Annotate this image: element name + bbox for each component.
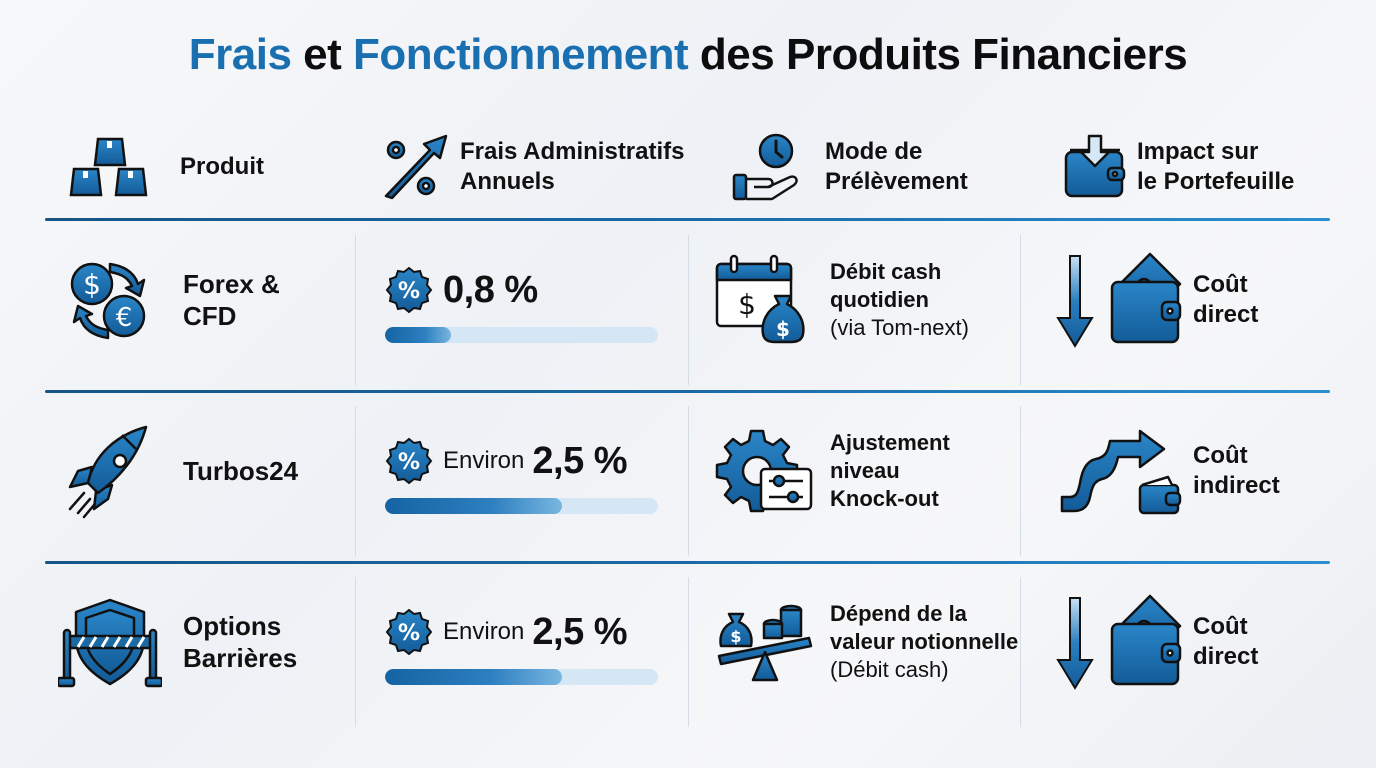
column-separator xyxy=(688,406,689,556)
impact-cell: Coût indirect xyxy=(1055,396,1280,546)
header-label: Mode de Prélèvement xyxy=(825,138,968,195)
percent-badge-icon: % xyxy=(385,608,433,656)
currency-exchange-icon: $ € xyxy=(55,245,165,355)
product-name: Options Barrières xyxy=(183,611,298,673)
fee-progress-bar xyxy=(385,669,658,685)
impact-text: Coût indirect xyxy=(1193,442,1280,499)
product-name: Forex & CFD xyxy=(183,269,280,331)
title-text-et: et xyxy=(291,30,353,79)
column-separator xyxy=(1020,577,1021,727)
hand-clock-icon xyxy=(725,127,815,207)
impact-text: Coût direct xyxy=(1193,271,1259,328)
fee-progress-bar xyxy=(385,498,658,514)
mode-text: Dépend de la valeur notionnelle (Débit c… xyxy=(830,601,1019,682)
header-label: Produit xyxy=(180,153,264,180)
header-produit: Produit xyxy=(65,122,264,212)
fee-value: 0,8 % xyxy=(443,268,538,311)
column-separator xyxy=(1020,406,1021,556)
fee-progress-fill xyxy=(385,669,563,685)
svg-text:%: % xyxy=(398,279,420,304)
page-title: Frais et Fonctionnement des Produits Fin… xyxy=(0,30,1376,80)
divider-header xyxy=(45,218,1330,221)
impact-cell: Coût direct xyxy=(1055,567,1258,717)
column-separator xyxy=(688,577,689,727)
svg-text:$: $ xyxy=(83,268,101,301)
wallet-download-icon xyxy=(1050,127,1140,207)
mode-cell: Ajustement niveau Knock-out xyxy=(710,396,950,546)
wavy-arrow-wallet-icon xyxy=(1055,416,1185,526)
svg-text:€: € xyxy=(116,303,133,333)
title-accent-frais: Frais xyxy=(188,30,292,79)
fee-cell: % Environ 2,5 % xyxy=(385,605,660,685)
mode-cell: $ Dépend de la valeur notionnelle (Débit… xyxy=(710,567,1018,717)
header-impact: Impact sur le Portefeuille xyxy=(1050,122,1294,212)
header-label: Impact sur le Portefeuille xyxy=(1137,138,1295,195)
header-mode: Mode de Prélèvement xyxy=(725,122,968,212)
svg-text:%: % xyxy=(398,621,420,646)
table-header: Produit Frais Administratifs Annuels xyxy=(45,122,1330,212)
fee-cell: % Environ 2,5 % xyxy=(385,434,660,514)
svg-text:%: % xyxy=(398,450,420,475)
column-separator xyxy=(355,406,356,556)
product-name: Turbos24 xyxy=(183,456,299,486)
product-cell: Turbos24 xyxy=(55,396,298,546)
table-row-options: Options Barrières % Environ 2,5 % xyxy=(45,567,1330,727)
gear-sliders-icon xyxy=(710,416,820,526)
percent-badge-icon: % xyxy=(385,437,433,485)
svg-text:$: $ xyxy=(738,288,756,321)
fee-value: 2,5 % xyxy=(532,610,628,653)
fee-prefix: Environ xyxy=(443,618,525,645)
impact-text: Coût direct xyxy=(1193,613,1259,670)
fee-progress-fill xyxy=(385,327,451,343)
svg-text:$: $ xyxy=(730,627,741,646)
mode-cell: $ $ Débit cash quotidien (via Tom-next) xyxy=(710,225,969,375)
table-row-forex: $ € Forex & CFD % 0,8 % xyxy=(45,225,1330,385)
mode-text: Débit cash quotidien (via Tom-next) xyxy=(830,259,969,340)
column-separator xyxy=(355,577,356,727)
fee-progress-bar xyxy=(385,327,658,343)
svg-text:$: $ xyxy=(776,317,790,341)
balance-scale-money-icon: $ xyxy=(710,587,820,697)
fee-prefix: Environ xyxy=(443,447,525,474)
down-arrow-wallet-icon xyxy=(1055,587,1185,697)
down-arrow-wallet-icon xyxy=(1055,245,1185,355)
column-separator xyxy=(355,235,356,385)
divider-row-2 xyxy=(45,561,1330,564)
gold-bars-icon xyxy=(65,127,155,207)
column-separator xyxy=(1020,235,1021,385)
fee-value: 2,5 % xyxy=(532,439,628,482)
calendar-moneybag-icon: $ $ xyxy=(710,245,820,355)
impact-cell: Coût direct xyxy=(1055,225,1258,375)
header-label: Frais Administratifs Annuels xyxy=(460,138,685,195)
fee-cell: % 0,8 % xyxy=(385,263,660,343)
divider-row-1 xyxy=(45,390,1330,393)
column-separator xyxy=(688,235,689,385)
shield-barrier-icon xyxy=(55,587,165,697)
title-text-rest: des Produits Financiers xyxy=(688,30,1188,79)
fee-progress-fill xyxy=(385,498,563,514)
title-accent-fonctionnement: Fonctionnement xyxy=(353,30,689,79)
table-row-turbos: Turbos24 % Environ 2,5 % xyxy=(45,396,1330,556)
product-cell: Options Barrières xyxy=(55,567,297,717)
header-frais: Frais Administratifs Annuels xyxy=(370,122,685,212)
mode-text: Ajustement niveau Knock-out xyxy=(830,430,950,511)
rocket-icon xyxy=(55,416,165,526)
percent-badge-icon: % xyxy=(385,266,433,314)
percent-arrow-up-icon xyxy=(370,127,460,207)
product-cell: $ € Forex & CFD xyxy=(55,225,280,375)
